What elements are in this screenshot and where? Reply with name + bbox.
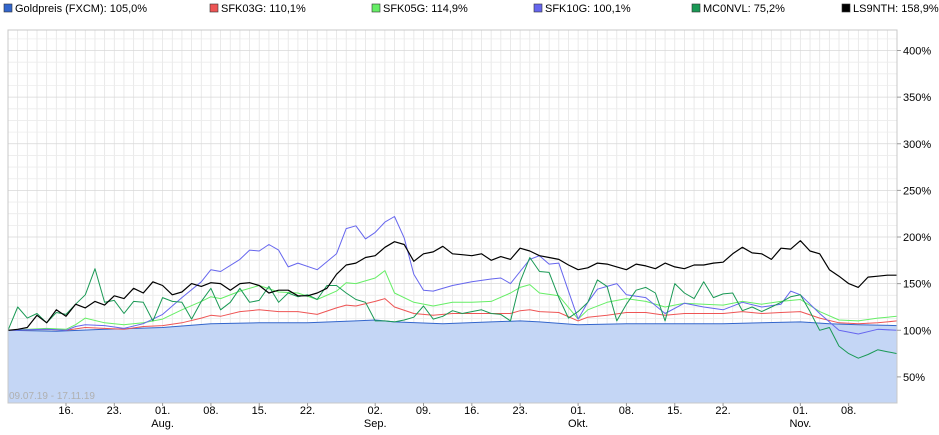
series-group <box>7 216 898 403</box>
legend-swatch-2 <box>371 3 381 13</box>
legend-swatch-4 <box>691 3 701 13</box>
x-tick-label: 02. <box>368 405 383 417</box>
legend-swatch-3 <box>533 3 543 13</box>
plot-area <box>7 29 898 404</box>
y-tick-label: 100% <box>903 325 931 337</box>
x-tick-label: 08. <box>619 405 634 417</box>
y-tick-label: 400% <box>903 46 931 58</box>
x-tick-label: 22. <box>715 405 730 417</box>
legend-label-5: LS9NTH: 158,9% <box>853 3 939 15</box>
x-tick-label: 09. <box>416 405 431 417</box>
x-tick-label: 16. <box>58 405 73 417</box>
x-tick-label: 15. <box>667 405 682 417</box>
x-tick-label: 08. <box>203 405 218 417</box>
y-tick-label: 50% <box>903 372 925 384</box>
legend: Goldpreis (FXCM): 105,0% SFK03G: 110,1% SF… <box>3 3 939 15</box>
x-month-label: Aug. <box>151 418 174 430</box>
x-tick-label: 23. <box>107 405 122 417</box>
plot-border <box>7 29 898 404</box>
x-tick-label: 22. <box>300 405 315 417</box>
y-tick-label: 150% <box>903 279 931 291</box>
series-line-5 <box>7 240 897 331</box>
legend-swatch-5 <box>841 3 851 13</box>
legend-swatch-0 <box>3 3 13 13</box>
legend-swatch-1 <box>209 3 219 13</box>
series-line-0 <box>7 319 898 332</box>
date-range-label: 09.07.19 - 17.11.19 <box>9 391 95 402</box>
y-tick-label: 300% <box>903 139 931 151</box>
axes: 50% 100% 150% 200% 250% 300% 350% 400% 16. 23. 01.… <box>58 46 931 430</box>
x-tick-label: 01. <box>793 405 808 417</box>
legend-label-2: SFK05G: 114,9% <box>383 3 468 15</box>
x-tick-label: 15. <box>252 405 267 417</box>
y-tick-label: 350% <box>903 92 931 104</box>
x-tick-label: 23. <box>512 405 527 417</box>
x-month-label: Okt. <box>568 418 588 430</box>
series-line-3 <box>7 216 898 335</box>
x-tick-label: 01. <box>570 405 585 417</box>
series-line-2 <box>7 270 898 331</box>
series-line-4 <box>7 257 898 359</box>
series-line-1 <box>7 298 898 331</box>
legend-label-1: SFK03G: 110,1% <box>221 3 306 15</box>
x-month-label: Sep. <box>364 418 387 430</box>
legend-label-0: Goldpreis (FXCM): 105,0% <box>15 3 147 15</box>
y-tick-label: 250% <box>903 185 931 197</box>
x-tick-label: 16. <box>464 405 479 417</box>
legend-label-3: SFK10G: 100,1% <box>545 3 631 15</box>
series-area-0 <box>8 320 897 403</box>
x-tick-label: 01. <box>155 405 170 417</box>
x-month-label: Nov. <box>789 418 811 430</box>
y-tick-label: 200% <box>903 232 931 244</box>
x-tick-label: 08. <box>841 405 856 417</box>
legend-label-4: MC0NVL: 75,2% <box>703 3 785 15</box>
